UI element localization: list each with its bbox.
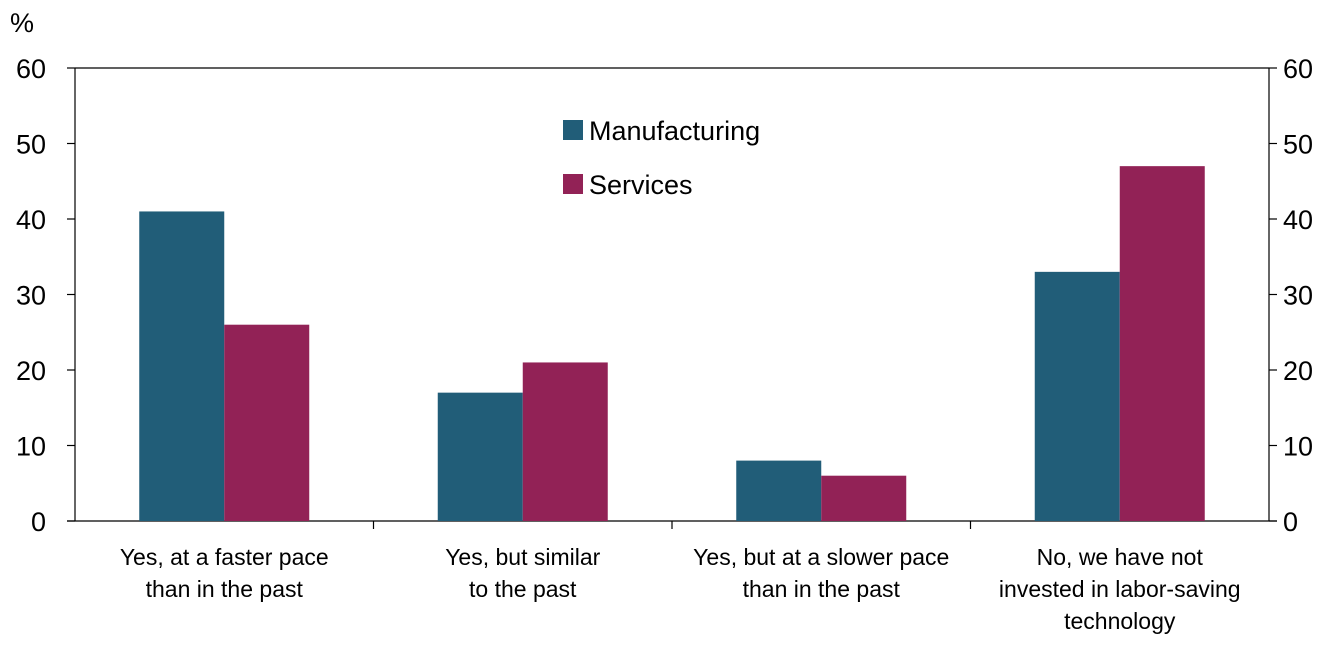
legend-swatch [563,120,583,140]
category-label: Yes, but similar [445,544,600,570]
y-tick-label-right: 20 [1283,356,1313,386]
y-tick-label-right: 50 [1283,130,1313,160]
y-tick-label-right: 0 [1283,507,1298,537]
y-tick-label-left: 20 [16,356,46,386]
y-tick-label-right: 40 [1283,205,1313,235]
y-tick-label-left: 40 [16,205,46,235]
legend-label: Services [589,170,693,200]
bar-services [821,475,907,521]
bar-manufacturing [139,211,225,521]
tick-labels: 0 0 10 10 20 20 30 30 40 40 50 50 60 60 [16,54,1313,537]
bar-manufacturing [1034,271,1120,521]
category-label: than in the past [743,576,901,602]
category-label: Yes, but at a slower pace [693,544,949,570]
category-label: No, we have not [1037,544,1204,570]
category-label: Yes, at a faster pace [120,544,329,570]
category-label: technology [1064,608,1176,634]
y-tick-label-left: 10 [16,432,46,462]
bar-manufacturing [736,460,822,521]
bar-services [224,324,310,521]
y-tick-label-left: 50 [16,130,46,160]
bar-services [1119,166,1205,521]
category-labels: Yes, at a faster pace than in the past Yes… [120,544,1241,634]
bars [139,166,1205,521]
y-tick-label-left: 60 [16,54,46,84]
category-label: to the past [469,576,577,602]
legend-swatch [563,174,583,194]
y-tick-label-right: 30 [1283,281,1313,311]
y-tick-label-left: 30 [16,281,46,311]
bar-manufacturing [437,392,523,521]
y-tick-label-right: 60 [1283,54,1313,84]
y-axis-unit-label: % [10,8,34,38]
legend-label: Manufacturing [589,116,760,146]
bar-services [522,362,608,521]
category-label: invested in labor-saving [999,576,1241,602]
category-label: than in the past [146,576,304,602]
y-tick-label-left: 0 [31,507,46,537]
legend: Manufacturing Services [563,116,760,200]
y-tick-label-right: 10 [1283,432,1313,462]
